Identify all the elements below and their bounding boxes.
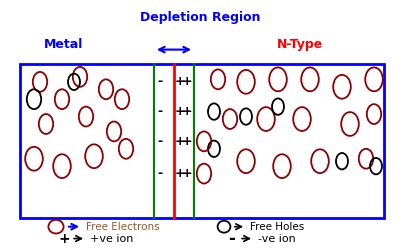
Text: +: + bbox=[182, 105, 192, 118]
Text: +: + bbox=[175, 75, 186, 88]
Text: -: - bbox=[158, 135, 162, 148]
Text: +: + bbox=[58, 232, 70, 246]
Text: +: + bbox=[175, 167, 186, 180]
Text: -: - bbox=[158, 167, 162, 180]
Text: +ve ion: +ve ion bbox=[90, 234, 133, 244]
Text: -: - bbox=[228, 230, 236, 248]
Text: +: + bbox=[175, 135, 186, 148]
Text: N-Type: N-Type bbox=[277, 38, 323, 51]
Text: Free Holes: Free Holes bbox=[250, 222, 304, 232]
Text: Free Electrons: Free Electrons bbox=[86, 222, 160, 232]
FancyBboxPatch shape bbox=[20, 64, 384, 218]
Text: +: + bbox=[182, 167, 192, 180]
Text: Depletion Region: Depletion Region bbox=[140, 11, 260, 24]
Text: +: + bbox=[175, 105, 186, 118]
Text: -: - bbox=[158, 105, 162, 118]
Text: +: + bbox=[182, 135, 192, 148]
Text: Metal: Metal bbox=[44, 38, 84, 51]
Text: -ve ion: -ve ion bbox=[258, 234, 296, 244]
Text: -: - bbox=[158, 75, 162, 88]
Text: +: + bbox=[182, 75, 192, 88]
